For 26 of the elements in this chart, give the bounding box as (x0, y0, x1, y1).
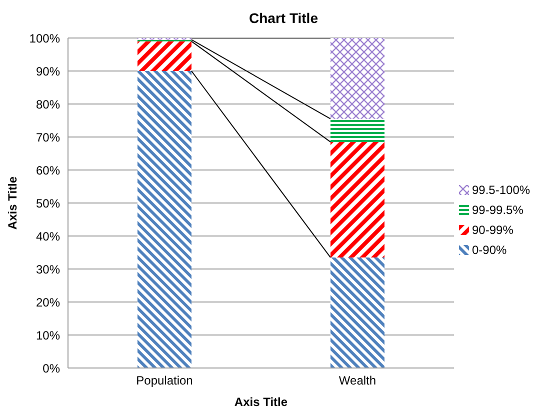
legend-label: 99.5-100% (472, 183, 530, 197)
y-axis-title: Axis Title (5, 176, 20, 230)
legend-label: 99-99.5% (472, 203, 524, 217)
y-tick-label: 30% (36, 262, 60, 276)
y-tick-label: 10% (36, 328, 60, 342)
chart-title: Chart Title (248, 9, 319, 28)
bar (330, 38, 384, 119)
bar (137, 71, 192, 368)
bar (330, 118, 384, 142)
y-tick-label: 90% (36, 64, 60, 78)
legend-label: 0-90% (472, 243, 507, 257)
y-tick-label: 60% (36, 163, 60, 178)
y-tick-label: 40% (36, 229, 60, 244)
y-tick-label: 100% (29, 31, 60, 46)
x-axis-title: Axis Title (234, 395, 288, 408)
bar (330, 257, 384, 368)
x-tick-label: Population (136, 374, 193, 388)
y-tick-label: 20% (36, 295, 60, 310)
y-tick-label: 80% (36, 97, 60, 112)
bar (137, 41, 192, 71)
x-tick-label: Wealth (338, 374, 376, 388)
y-tick-label: 70% (36, 130, 60, 144)
y-tick-label: 0% (42, 361, 60, 376)
y-tick-label: 50% (36, 196, 60, 210)
bar (330, 142, 384, 258)
legend-label: 90-99% (472, 223, 514, 237)
